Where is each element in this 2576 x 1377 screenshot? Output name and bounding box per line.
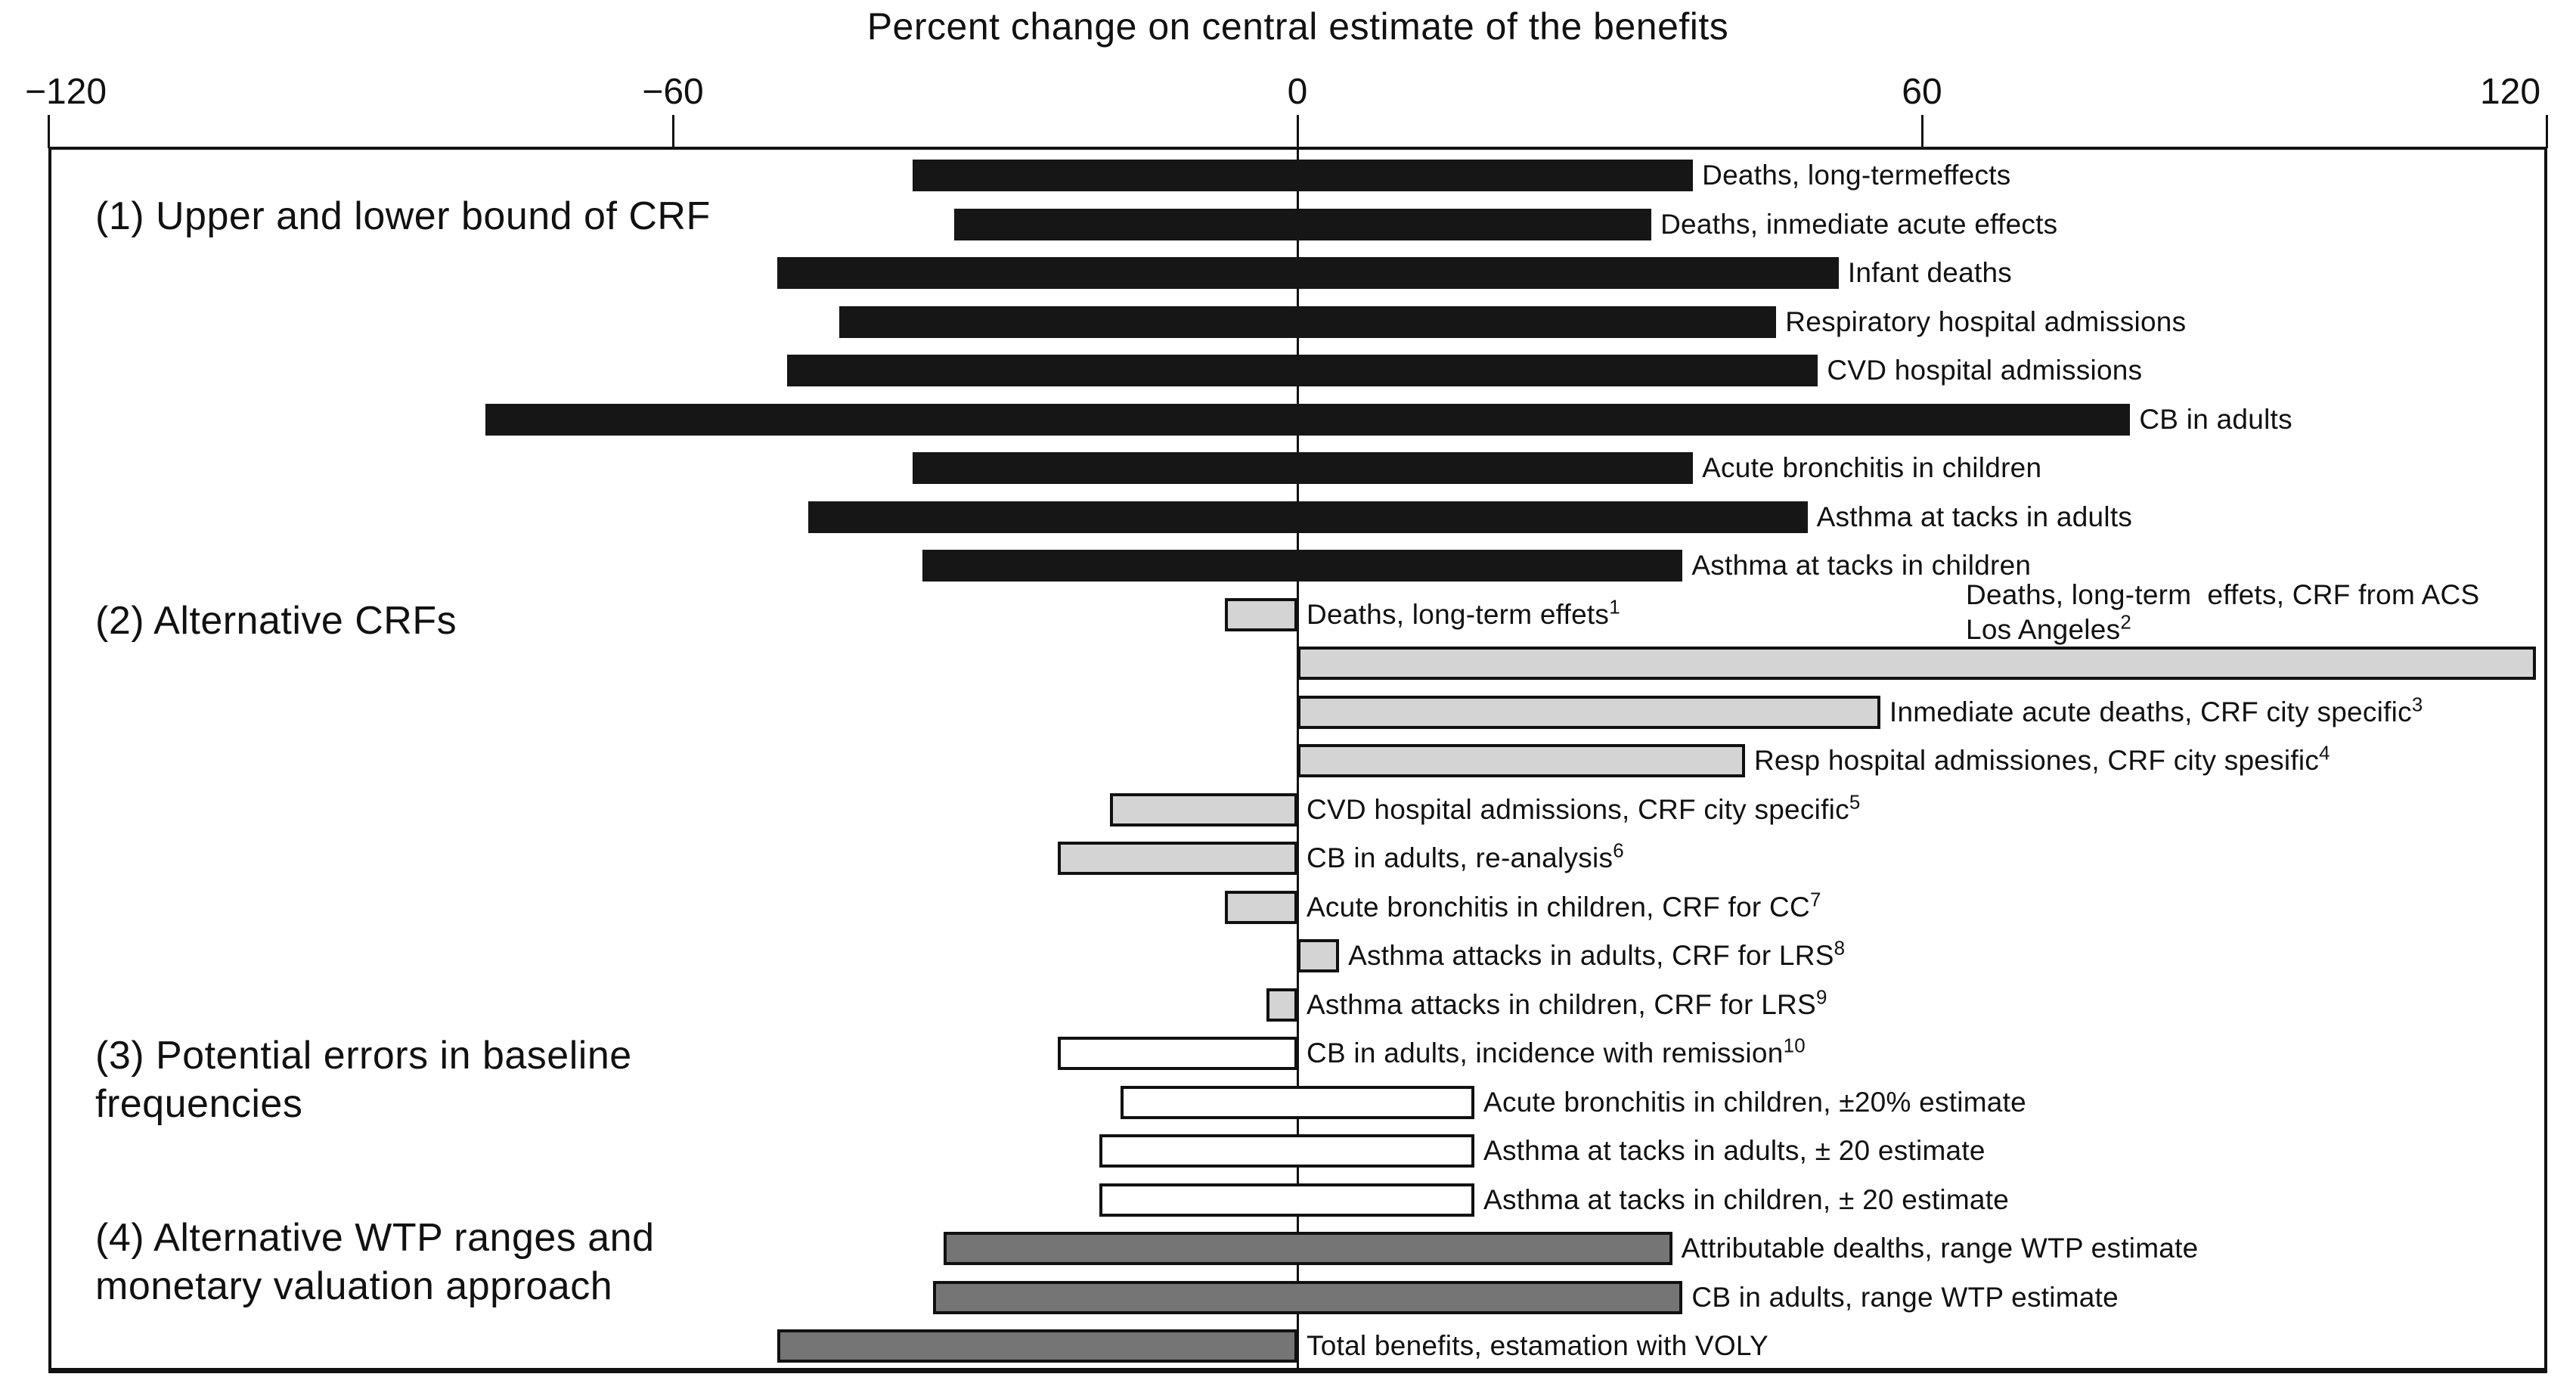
section-header-line: (3) Potential errors in baseline [95,1034,632,1078]
bar-label-row-24: CB in adults, range WTP estimate [1691,1281,2119,1313]
bar-label-row-22: Asthma at tacks in children, ± 20 estima… [1483,1183,2010,1215]
footnote-superscript: 8 [1834,938,1846,960]
section-header-4: (4) Alternative WTP ranges and monetary v… [95,1214,655,1310]
bar-row-2 [953,208,1652,240]
bar-label-row-14: CVD hospital admissions, CRF city specif… [1307,792,1861,825]
bar-row-21 [1099,1134,1475,1168]
bar-row-15 [1058,842,1297,875]
section-header-line: monetary valuation approach [95,1264,613,1308]
bar-row-5 [787,355,1818,386]
bar-row-3 [777,257,1839,289]
section-header-1: (1) Upper and lower bound of CRF [95,192,711,240]
chart-title: Percent change on central estimate of th… [866,5,1729,48]
bar-label-row-11: Deaths, long-term effets, CRF from ACS Lo… [1966,578,2479,647]
bar-row-10 [1224,597,1297,631]
footnote-superscript: 6 [1613,840,1624,862]
axis-tick--120 [47,115,50,148]
bar-row-6 [485,403,2131,436]
footnote-superscript: 3 [2411,694,2423,716]
bar-label-row-2: Deaths, inmediate acute effects [1660,208,2058,240]
bar-label-line: Deaths, long-term effets, CRF from ACS [1966,579,2480,610]
footnote-superscript: 10 [1783,1035,1806,1057]
bar-label-row-10: Deaths, long-term effets1 [1307,597,1620,630]
footnote-superscript: 2 [2120,612,2132,634]
axis-tick--60 [671,115,674,148]
bar-label-row-13: Resp hospital admissiones, CRF city spes… [1753,743,2330,776]
bar-row-17 [1297,939,1340,972]
bar-label-row-8: Asthma at tacks in adults [1816,501,2133,532]
bar-label-row-7: Acute bronchitis in children [1702,452,2042,483]
footnote-superscript: 9 [1815,987,1827,1009]
bar-row-4 [839,305,1777,338]
bar-row-24 [933,1280,1683,1314]
bar-label-row-1: Deaths, long-termeffects [1702,160,2011,191]
bar-label-row-3: Infant deaths [1847,257,2013,288]
axis-tick-label-0: 0 [1287,72,1308,112]
section-header-line: frequencies [95,1082,303,1126]
bar-label-row-16: Acute bronchitis in children, CRF for CC… [1307,889,1821,923]
bar-row-13 [1297,744,1745,777]
bar-row-22 [1099,1183,1475,1217]
section-header-2: (2) Alternative CRFs [95,597,457,645]
axis-tick-60 [1920,115,1923,148]
bar-row-1 [912,160,1694,191]
bar-label-row-19: CB in adults, incidence with remission10 [1307,1035,1806,1068]
bar-row-20 [1120,1085,1475,1119]
bar-row-12 [1297,695,1880,729]
section-header-line: (2) Alternative CRFs [95,599,457,643]
axis-tick-120 [2545,115,2548,148]
bar-label-row-9: Asthma at tacks in children [1691,550,2032,581]
axis-tick-label-60: 60 [1902,72,1942,112]
bar-row-23 [943,1232,1672,1265]
bar-row-14 [1110,792,1297,827]
bar-label-row-23: Attributable dealths, range WTP estimate [1681,1233,2199,1264]
axis-tick-0 [1296,115,1299,148]
footnote-superscript: 4 [2319,743,2330,764]
section-header-line: (1) Upper and lower bound of CRF [95,194,711,238]
footnote-superscript: 1 [1609,597,1620,619]
footnote-superscript: 7 [1809,889,1821,911]
bar-row-25 [777,1329,1297,1363]
bar-label-row-4: Respiratory hospital admissions [1785,305,2187,337]
bar-label-row-18: Asthma attacks in children, CRF for LRS9 [1307,987,1827,1020]
bar-label-row-12: Inmediate acute deaths, CRF city specifi… [1889,694,2423,727]
footnote-superscript: 5 [1849,792,1861,814]
bar-label-row-5: CVD hospital admissions [1827,355,2143,386]
axis-tick-label--60: −60 [642,72,704,112]
bar-label-row-6: CB in adults [2139,403,2292,435]
bar-row-7 [912,452,1694,484]
section-header-3: (3) Potential errors in baseline frequenc… [95,1031,632,1128]
bar-label-row-25: Total benefits, estamation with VOLY [1307,1330,1768,1361]
bar-label-row-21: Asthma at tacks in adults, ± 20 estimate [1483,1135,1985,1166]
bar-row-16 [1224,890,1297,924]
bar-label-row-17: Asthma attacks in adults, CRF for LRS8 [1348,938,1846,971]
axis-tick-label-120: 120 [2479,72,2541,112]
bar-row-11 [1297,647,2537,680]
bar-row-18 [1266,988,1297,1022]
axis-tick-label--120: −120 [24,72,107,112]
bar-label-line: Los Angeles2 [1966,612,2132,645]
bar-row-9 [922,550,1683,582]
section-header-line: (4) Alternative WTP ranges and [95,1216,655,1260]
bar-row-19 [1058,1037,1297,1070]
bar-row-8 [808,501,1808,533]
bar-label-row-15: CB in adults, re-analysis6 [1307,840,1624,873]
bar-label-row-20: Acute bronchitis in children, ±20% estim… [1483,1086,2026,1118]
